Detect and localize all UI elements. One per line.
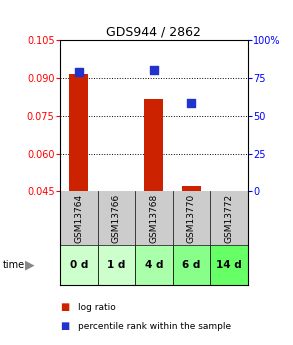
Text: 6 d: 6 d [182,260,200,270]
Text: GSM13764: GSM13764 [74,194,83,243]
Text: 4 d: 4 d [144,260,163,270]
Text: GSM13766: GSM13766 [112,194,121,243]
Text: GSM13768: GSM13768 [149,194,158,243]
Text: 0 d: 0 d [70,260,88,270]
Bar [210,245,248,285]
Text: percentile rank within the sample: percentile rank within the sample [78,322,231,331]
Text: time: time [3,260,25,270]
Point [76,69,81,74]
Point [189,101,194,106]
Text: 14 d: 14 d [216,260,242,270]
Bar [60,245,98,285]
Point [151,67,156,73]
Bar [173,245,210,285]
Title: GDS944 / 2862: GDS944 / 2862 [106,26,201,39]
Text: 1 d: 1 d [107,260,125,270]
Bar [144,99,163,191]
Text: ▶: ▶ [25,258,34,271]
Text: ■: ■ [60,302,69,312]
Bar [98,245,135,285]
Bar [69,74,88,191]
Text: GSM13770: GSM13770 [187,194,196,243]
Text: log ratio: log ratio [78,303,115,312]
Text: ■: ■ [60,321,69,331]
Text: GSM13772: GSM13772 [224,194,233,243]
Bar [182,186,201,191]
Bar [135,245,173,285]
